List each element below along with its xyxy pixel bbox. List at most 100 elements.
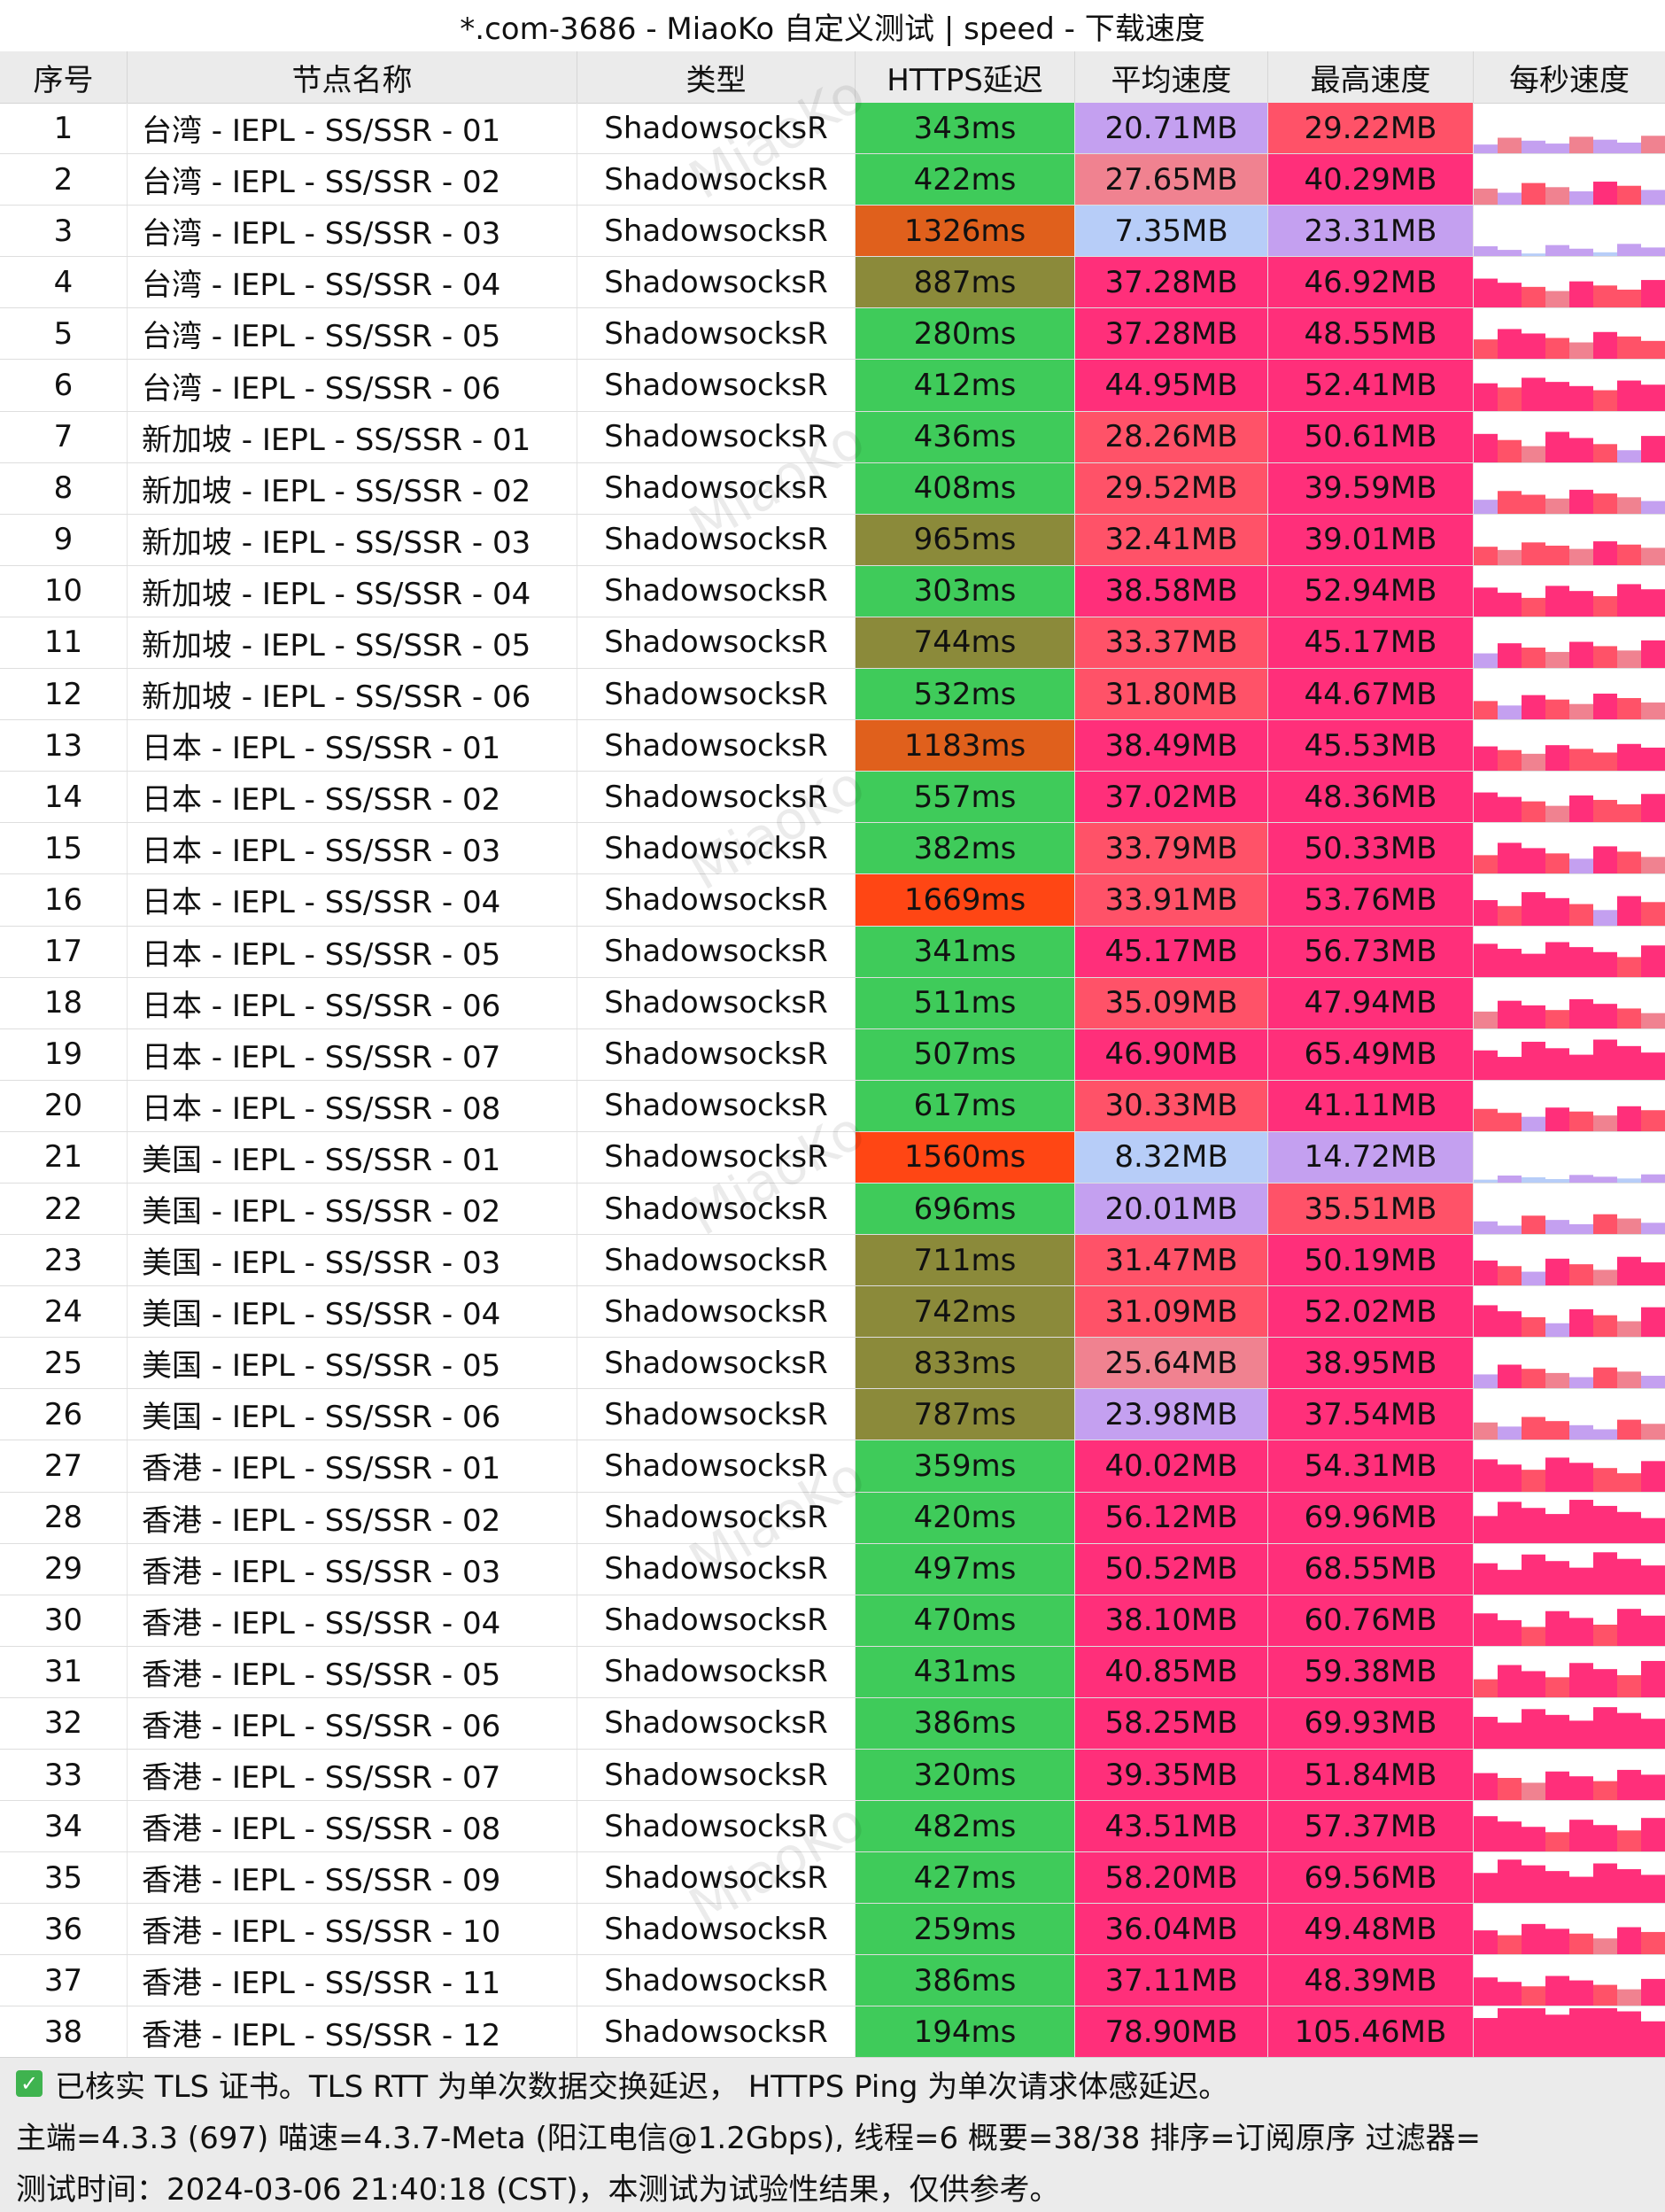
- avg-speed: 50.52MB: [1075, 1543, 1268, 1595]
- per-second-bar: [1474, 1515, 1498, 1543]
- per-second-bar: [1498, 549, 1522, 565]
- per-second-speed-chart: [1474, 978, 1665, 1028]
- column-header-index: 序号: [0, 51, 128, 103]
- avg-speed: 35.09MB: [1075, 977, 1268, 1028]
- per-second-bar: [1641, 1424, 1665, 1440]
- per-second-bar: [1593, 1214, 1617, 1235]
- per-second-bar: [1617, 2011, 1641, 2058]
- https-latency: 280ms: [856, 308, 1075, 360]
- per-second-bar: [1522, 1986, 1545, 2006]
- per-second-bar: [1593, 800, 1617, 823]
- table-row: 34 香港 - IEPL - SS/SSR - 08 ShadowsocksR 482…: [0, 1801, 1665, 1853]
- row-index: 4: [0, 257, 128, 308]
- per-second-bar: [1569, 703, 1593, 720]
- node-type: ShadowsocksR: [577, 1080, 856, 1131]
- row-index: 31: [0, 1646, 128, 1697]
- node-type: ShadowsocksR: [577, 669, 856, 720]
- https-latency: 359ms: [856, 1440, 1075, 1492]
- per-second-bar: [1545, 1714, 1569, 1749]
- per-second-bar: [1498, 948, 1522, 977]
- per-second-bar: [1593, 1367, 1617, 1389]
- per-second-bar: [1474, 1423, 1498, 1440]
- per-second-bar: [1545, 1929, 1569, 1955]
- per-second-bar: [1522, 1924, 1545, 1955]
- per-second-bar: [1593, 540, 1617, 565]
- per-second-bar: [1593, 910, 1617, 926]
- per-second-bar: [1474, 1108, 1498, 1131]
- per-second-bar: [1522, 1271, 1545, 1286]
- node-name: 美国 - IEPL - SS/SSR - 02: [128, 1183, 577, 1235]
- results-table: 1 台湾 - IEPL - SS/SSR - 01 ShadowsocksR 343m…: [0, 103, 1665, 2059]
- per-second-speed-chart: [1474, 257, 1665, 308]
- row-index: 16: [0, 874, 128, 926]
- per-second-speed-chart: [1474, 1493, 1665, 1543]
- per-second-bar: [1641, 589, 1665, 617]
- max-speed: 69.93MB: [1268, 1697, 1474, 1749]
- https-latency: 617ms: [856, 1080, 1075, 1131]
- per-second-bar: [1474, 1563, 1498, 1595]
- max-speed: 50.19MB: [1268, 1235, 1474, 1286]
- table-row: 5 台湾 - IEPL - SS/SSR - 05 ShadowsocksR 280m…: [0, 308, 1665, 361]
- node-name: 日本 - IEPL - SS/SSR - 06: [128, 977, 577, 1028]
- table-row: 12 新加坡 - IEPL - SS/SSR - 06 ShadowsocksR 53…: [0, 669, 1665, 721]
- per-second-bar: [1641, 1660, 1665, 1697]
- per-second-bar: [1617, 496, 1641, 514]
- node-name: 香港 - IEPL - SS/SSR - 09: [128, 1852, 577, 1904]
- per-second-bar: [1617, 185, 1641, 206]
- per-second-bar: [1498, 1935, 1522, 1955]
- per-second-bar: [1641, 1013, 1665, 1028]
- per-second-speed-chart: [1474, 412, 1665, 462]
- row-index: 20: [0, 1080, 128, 1131]
- per-second-bar: [1569, 136, 1593, 154]
- per-second-bar: [1522, 542, 1545, 565]
- per-second-bar: [1545, 1610, 1569, 1646]
- table-row: 11 新加坡 - IEPL - SS/SSR - 05 ShadowsocksR 74…: [0, 617, 1665, 670]
- https-latency: 412ms: [856, 360, 1075, 411]
- per-second-bar: [1498, 1056, 1522, 1080]
- row-index: 17: [0, 926, 128, 977]
- row-index: 15: [0, 823, 128, 874]
- https-latency: 787ms: [856, 1389, 1075, 1440]
- node-name: 新加坡 - IEPL - SS/SSR - 03: [128, 514, 577, 565]
- per-second-speed-chart: [1474, 927, 1665, 977]
- per-second-bar: [1641, 136, 1665, 154]
- per-second-bar: [1522, 1215, 1545, 1235]
- per-second-bar: [1474, 384, 1498, 411]
- per-second-bar: [1545, 1457, 1569, 1492]
- per-second-bar: [1498, 1501, 1522, 1543]
- table-row: 20 日本 - IEPL - SS/SSR - 08 ShadowsocksR 617…: [0, 1080, 1665, 1132]
- https-latency: 742ms: [856, 1286, 1075, 1338]
- per-second-speed-chart: [1474, 1081, 1665, 1131]
- per-second-bar: [1593, 1003, 1617, 1028]
- per-second-bar: [1522, 494, 1545, 514]
- node-name: 香港 - IEPL - SS/SSR - 05: [128, 1646, 577, 1697]
- row-index: 8: [0, 462, 128, 514]
- per-second-bar: [1569, 904, 1593, 926]
- per-second-bar: [1545, 1009, 1569, 1028]
- per-second-bar: [1498, 842, 1522, 874]
- per-second-bar: [1522, 597, 1545, 617]
- per-second-bar: [1641, 190, 1665, 206]
- https-latency: 511ms: [856, 977, 1075, 1028]
- per-second-bar: [1545, 1771, 1569, 1801]
- per-second-bar: [1593, 1707, 1617, 1749]
- per-second-bar: [1545, 144, 1569, 154]
- per-second-bar: [1569, 1463, 1593, 1492]
- per-second-bar: [1522, 892, 1545, 926]
- avg-speed: 23.98MB: [1075, 1389, 1268, 1440]
- per-second-bar: [1545, 1258, 1569, 1286]
- per-second-bar: [1593, 1176, 1617, 1183]
- per-second-bar: [1474, 1612, 1498, 1646]
- node-type: ShadowsocksR: [577, 308, 856, 360]
- avg-speed: 40.02MB: [1075, 1440, 1268, 1492]
- per-second-bar: [1498, 1225, 1522, 1235]
- table-row: 22 美国 - IEPL - SS/SSR - 02 ShadowsocksR 696…: [0, 1183, 1665, 1236]
- per-second-bar: [1498, 490, 1522, 514]
- per-second-bar: [1617, 956, 1641, 977]
- column-header-per-second-speed: 每秒速度: [1509, 62, 1630, 98]
- per-second-bar: [1569, 1934, 1593, 1955]
- max-speed: 50.61MB: [1268, 411, 1474, 462]
- avg-speed: 58.20MB: [1075, 1852, 1268, 1904]
- avg-speed: 31.47MB: [1075, 1235, 1268, 1286]
- per-second-bar: [1569, 1663, 1593, 1697]
